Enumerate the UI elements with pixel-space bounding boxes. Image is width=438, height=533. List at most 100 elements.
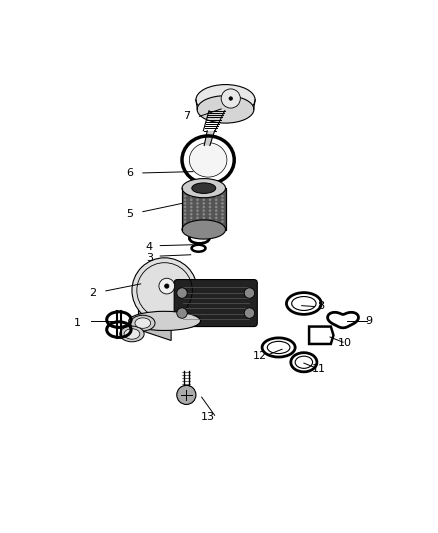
Circle shape [215,224,218,227]
Circle shape [221,198,224,201]
Circle shape [184,206,186,208]
Circle shape [202,209,205,212]
Circle shape [184,220,186,223]
Ellipse shape [196,85,255,115]
Circle shape [196,213,199,215]
Circle shape [190,209,193,212]
Polygon shape [182,188,226,230]
Text: 9: 9 [366,316,373,326]
Polygon shape [138,310,171,341]
Circle shape [215,209,218,212]
Circle shape [177,308,187,318]
Circle shape [196,216,199,219]
Circle shape [221,209,224,212]
Ellipse shape [197,96,254,123]
Circle shape [196,206,199,208]
Circle shape [208,220,211,223]
Circle shape [202,191,205,194]
Circle shape [196,209,199,212]
Circle shape [190,206,193,208]
Text: 8: 8 [318,301,325,311]
Circle shape [184,191,186,194]
Circle shape [208,206,211,208]
Circle shape [215,216,218,219]
Text: 13: 13 [201,411,215,422]
Circle shape [208,191,211,194]
Polygon shape [204,131,215,146]
Ellipse shape [120,326,144,342]
Ellipse shape [177,385,196,405]
Circle shape [202,198,205,201]
Circle shape [202,202,205,205]
Circle shape [221,213,224,215]
Circle shape [202,213,205,215]
Circle shape [184,198,186,201]
Circle shape [190,213,193,215]
Text: 12: 12 [253,351,268,361]
Circle shape [190,191,193,194]
Circle shape [215,198,218,201]
Circle shape [202,220,205,223]
Circle shape [196,198,199,201]
Circle shape [184,202,186,205]
Circle shape [221,191,224,194]
Text: 4: 4 [146,242,153,252]
Ellipse shape [182,179,226,198]
FancyBboxPatch shape [174,279,257,327]
Circle shape [221,216,224,219]
Text: 1: 1 [74,318,81,328]
Text: 3: 3 [146,253,153,263]
Circle shape [202,224,205,227]
Circle shape [215,195,218,197]
Circle shape [196,191,199,194]
Circle shape [215,206,218,208]
Circle shape [208,202,211,205]
Ellipse shape [135,318,151,328]
Circle shape [190,202,193,205]
Circle shape [215,202,218,205]
Text: 6: 6 [126,168,133,178]
Circle shape [196,202,199,205]
Circle shape [190,220,193,223]
Ellipse shape [124,329,140,339]
Circle shape [190,224,193,227]
Circle shape [208,224,211,227]
Circle shape [184,209,186,212]
Circle shape [159,278,175,294]
Text: 11: 11 [312,364,326,374]
Circle shape [184,195,186,197]
Polygon shape [182,282,187,317]
Ellipse shape [192,183,216,193]
Circle shape [221,195,224,197]
Ellipse shape [129,311,201,330]
Circle shape [208,195,211,197]
Circle shape [208,209,211,212]
Circle shape [202,195,205,197]
Circle shape [132,258,197,323]
Circle shape [190,198,193,201]
Circle shape [184,213,186,215]
Circle shape [215,191,218,194]
Circle shape [208,198,211,201]
Circle shape [177,288,187,298]
Circle shape [221,89,240,108]
Circle shape [221,202,224,205]
Circle shape [244,308,254,318]
Circle shape [202,206,205,208]
Text: 5: 5 [126,209,133,219]
Ellipse shape [182,220,226,239]
Circle shape [196,220,199,223]
Circle shape [184,224,186,227]
Circle shape [196,224,199,227]
Text: 2: 2 [89,288,96,297]
Circle shape [190,216,193,219]
Circle shape [221,224,224,227]
Circle shape [208,216,211,219]
Ellipse shape [189,143,227,177]
Circle shape [190,195,193,197]
Circle shape [184,216,186,219]
Circle shape [244,288,254,298]
Circle shape [221,220,224,223]
Circle shape [202,216,205,219]
Ellipse shape [131,315,155,331]
